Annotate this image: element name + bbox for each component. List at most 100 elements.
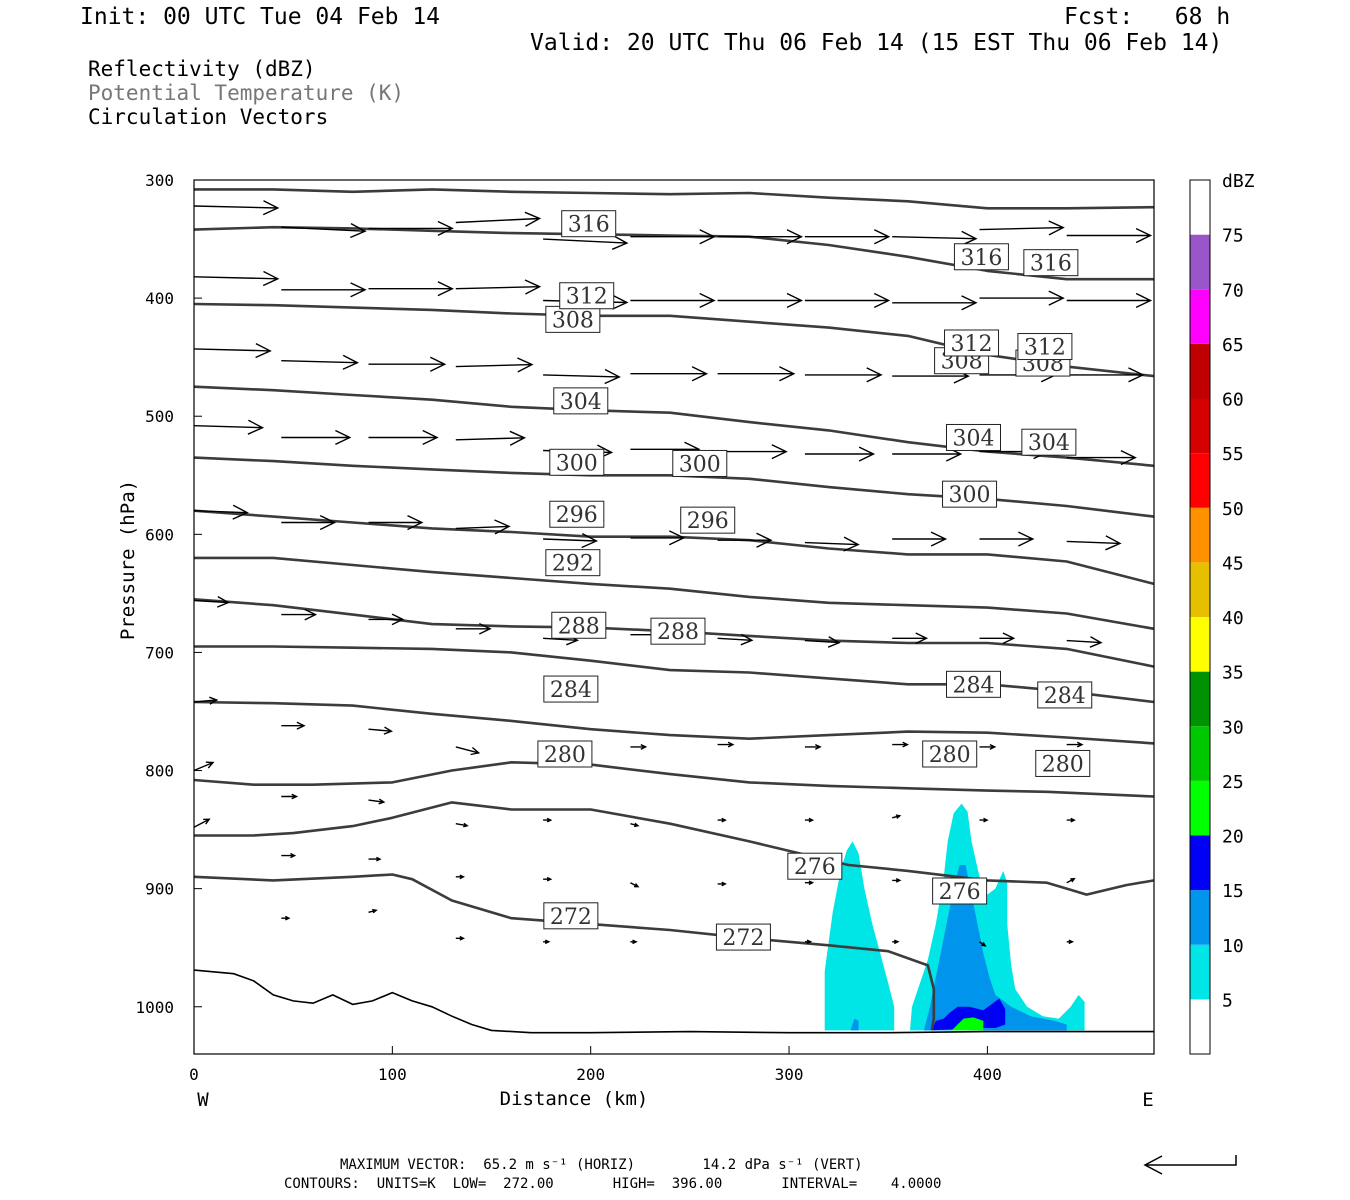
circulation-vector — [979, 632, 1016, 645]
circulation-vector — [193, 200, 280, 216]
theta-contour-296 — [194, 556, 1155, 631]
circulation-vector — [455, 746, 481, 756]
colorbar-segment — [1190, 343, 1210, 399]
colorbar-segment — [1190, 835, 1210, 891]
colorbar-segment — [1190, 398, 1210, 454]
circulation-vector — [804, 536, 860, 552]
x-tick-label: 100 — [378, 1065, 407, 1084]
x-tick-label: 0 — [189, 1065, 199, 1084]
circulation-vector — [281, 222, 367, 239]
contour-label-280: 280 — [544, 743, 586, 768]
circulation-vector — [281, 282, 367, 298]
colorbar-label: 75 — [1222, 226, 1244, 247]
colorbar-label: 10 — [1222, 936, 1244, 957]
circulation-vector — [804, 367, 883, 383]
theta-contour-layer — [193, 188, 1155, 1031]
circulation-vector — [892, 939, 900, 945]
circulation-vector — [455, 622, 492, 635]
y-tick-label: 500 — [145, 407, 174, 426]
contour-label-308: 308 — [552, 308, 594, 333]
circulation-vector — [281, 354, 360, 370]
contour-label-312: 312 — [566, 285, 608, 310]
contour-label-box — [559, 282, 615, 310]
circulation-vector — [630, 882, 640, 888]
circulation-vector — [281, 608, 318, 621]
max-vector-footnote: MAXIMUM VECTOR: 65.2 m s⁻¹ (HORIZ) 14.2 … — [340, 1157, 863, 1173]
x-tick-label: 200 — [576, 1065, 605, 1084]
reflectivity-area-10dbz — [850, 1018, 859, 1031]
field-label-circulation-vectors: Circulation Vectors — [88, 105, 329, 129]
circulation-vector — [1066, 367, 1145, 383]
circulation-vector — [717, 532, 773, 548]
theta-contour-284 — [193, 700, 1155, 745]
y-tick-label: 300 — [145, 171, 174, 190]
circulation-vector — [979, 220, 1065, 236]
y-tick-label: 400 — [145, 289, 174, 308]
circulation-vector — [543, 532, 599, 549]
contour-label-box — [543, 902, 599, 930]
contour-label-288: 288 — [657, 620, 699, 645]
circulation-vector — [804, 292, 891, 309]
colorbar-label: 25 — [1222, 772, 1244, 793]
contour-label-316: 316 — [960, 246, 1002, 271]
valid-time-label: Valid: 20 UTC Thu 06 Feb 14 (15 EST Thu … — [530, 30, 1223, 56]
colorbar: 5 10 15 20 25 30 35 40 45 50 55 60 65 70 75 dBZ — [1189, 171, 1255, 1055]
circulation-vector — [193, 595, 230, 608]
circulation-vector — [892, 632, 929, 645]
colorbar-segment — [1190, 671, 1210, 727]
contour-label-box — [932, 877, 988, 905]
contour-label-box — [942, 480, 998, 508]
circulation-vector — [1066, 939, 1075, 945]
colorbar-segment — [1190, 180, 1210, 235]
reflectivity-area-15dbz — [931, 998, 1006, 1031]
contour-label-box — [1023, 249, 1079, 277]
circulation-vector — [1066, 741, 1084, 748]
theta-contour-312 — [193, 302, 1155, 378]
circulation-vector — [368, 798, 386, 805]
colorbar-label: 55 — [1222, 444, 1244, 465]
circulation-vector — [979, 743, 997, 750]
circulation-vector — [717, 292, 804, 309]
colorbar-segment — [1190, 617, 1210, 672]
circulation-vector — [1066, 877, 1076, 884]
circulation-vector — [543, 876, 553, 882]
contour-label-316: 316 — [568, 213, 610, 238]
circulation-vector — [979, 531, 1035, 547]
circulation-vector — [455, 211, 542, 227]
contour-label-276: 276 — [794, 855, 836, 880]
circulation-vector — [979, 941, 987, 947]
colorbar-label: 60 — [1222, 390, 1244, 411]
contour-label-box — [553, 387, 609, 415]
contour-label-box — [953, 243, 1009, 271]
colorbar-label: 50 — [1222, 499, 1244, 520]
theta-contour-320 — [194, 188, 1155, 210]
circulation-vector — [630, 939, 638, 945]
circulation-vector — [455, 430, 527, 446]
contour-label-box — [1021, 428, 1077, 456]
colorbar-segment — [1190, 890, 1210, 945]
colorbar-label: 5 — [1222, 990, 1233, 1011]
colorbar-segment — [1190, 289, 1210, 344]
contour-label-316: 316 — [1030, 252, 1072, 277]
terrain-layer — [193, 969, 1154, 1034]
reflectivity-area-20dbz — [951, 1017, 984, 1031]
contour-label-box — [1017, 333, 1073, 361]
contour-label-280: 280 — [1042, 752, 1084, 777]
circulation-vector — [193, 761, 215, 772]
circulation-vector — [368, 514, 424, 531]
circulation-vector — [804, 743, 822, 750]
contour-label-280: 280 — [929, 743, 971, 768]
contour-label-box — [543, 675, 599, 703]
contour-label-276: 276 — [939, 880, 981, 905]
circulation-vector — [368, 856, 382, 862]
circulation-vector — [281, 514, 337, 531]
theta-contour-288 — [194, 645, 1155, 704]
circulation-vector — [281, 915, 291, 921]
circulation-vector — [455, 279, 542, 295]
contour-label-box — [561, 210, 617, 238]
contour-label-box — [946, 423, 1002, 451]
east-label: E — [1142, 1089, 1153, 1111]
contour-label-300: 300 — [679, 452, 721, 477]
circulation-vector — [1066, 817, 1076, 823]
circulation-vector — [368, 429, 439, 446]
